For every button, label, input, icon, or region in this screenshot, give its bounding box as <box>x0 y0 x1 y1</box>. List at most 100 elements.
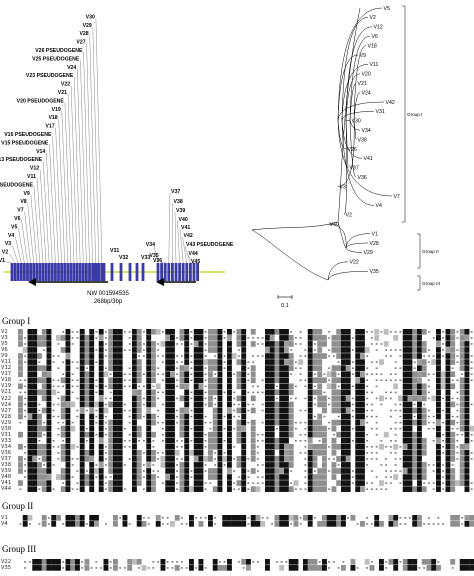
gene-block-v23-pseudogene <box>78 263 82 281</box>
alignment-cell <box>450 474 456 480</box>
alignment-residue <box>437 517 440 519</box>
alignment-residue <box>456 361 459 363</box>
alignment-cell <box>208 474 213 480</box>
alignment-cell <box>440 371 446 377</box>
alignment-residue <box>351 415 354 418</box>
alignment-cell <box>27 395 33 402</box>
alignment-cell <box>165 383 171 390</box>
alignment-cell <box>41 480 47 486</box>
alignment-residue <box>161 373 164 375</box>
alignment-residue <box>275 385 278 388</box>
alignment-cell <box>412 443 418 450</box>
alignment-residue <box>233 409 236 412</box>
alignment-cell <box>269 419 275 426</box>
alignment-residue <box>157 561 160 563</box>
alignment-cell <box>79 521 85 527</box>
alignment-cell <box>345 443 351 450</box>
alignment-cell <box>193 353 199 359</box>
alignment-cell <box>198 480 204 486</box>
alignment-cell <box>345 371 351 377</box>
alignment-residue <box>57 367 60 369</box>
alignment-cell <box>360 450 365 456</box>
alignment-cell <box>98 450 104 456</box>
alignment-cell <box>307 456 313 462</box>
alignment-cell <box>279 371 285 377</box>
alignment-cell <box>151 474 156 480</box>
alignment-cell <box>288 407 294 414</box>
alignment-residue <box>451 427 454 430</box>
alignment-residue <box>375 343 378 345</box>
alignment-residue <box>71 373 74 375</box>
alignment-cell <box>65 383 71 390</box>
alignment-cell <box>113 389 118 396</box>
alignment-cell <box>136 341 142 347</box>
alignment-residue <box>233 403 236 406</box>
alignment-residue <box>76 415 79 418</box>
alignment-cell <box>89 480 95 486</box>
alignment-cell <box>464 383 470 390</box>
alignment-cell <box>193 425 199 432</box>
alignment-cell <box>288 401 294 408</box>
alignment-cell <box>450 431 456 438</box>
alignment-cell <box>27 341 33 347</box>
alignment-cell <box>436 419 441 426</box>
alignment-cell <box>184 456 190 462</box>
alignment-residue <box>275 427 278 430</box>
alignment-cell <box>307 371 313 377</box>
gene-block-v41 <box>181 263 185 281</box>
alignment-cell <box>284 462 289 468</box>
alignment-cell <box>136 480 142 486</box>
alignment-cell <box>402 431 408 438</box>
gene-block-v35 <box>160 263 163 281</box>
alignment-cell <box>89 431 95 438</box>
alignment-cell <box>288 419 294 426</box>
alignment-residue <box>24 379 27 382</box>
alignment-cell <box>27 480 33 486</box>
alignment-cell <box>108 359 114 365</box>
alignment-cell <box>450 515 456 521</box>
alignment-cell <box>98 468 104 474</box>
alignment-cell <box>113 474 118 480</box>
alignment-cell <box>445 335 451 341</box>
alignment-residue <box>52 379 55 382</box>
alignment-residue <box>427 349 430 351</box>
alignment-cell <box>459 425 465 432</box>
alignment-row-label: V37 <box>1 455 12 462</box>
alignment-cell <box>274 341 280 347</box>
alignment-residue <box>470 367 473 369</box>
alignment-residue <box>161 391 164 394</box>
alignment-cell <box>341 353 346 359</box>
alignment-residue <box>261 379 264 382</box>
alignment-cell <box>341 347 346 353</box>
alignment-cell <box>350 559 356 565</box>
alignment-cell <box>402 413 408 420</box>
alignment-cell <box>255 515 261 521</box>
alignment-residue <box>456 403 459 406</box>
alignment-cell <box>459 395 465 402</box>
alignment-cell <box>341 437 346 444</box>
alignment-cell <box>450 341 456 347</box>
alignment-residue <box>57 458 60 460</box>
alignment-residue <box>351 427 354 430</box>
alignment-cell <box>198 413 204 420</box>
alignment-cell <box>269 443 275 450</box>
alignment-residue <box>351 373 354 375</box>
alignment-cell <box>165 474 171 480</box>
alignment-residue <box>142 470 145 472</box>
alignment-residue <box>237 476 240 478</box>
alignment-cell <box>421 383 427 390</box>
gene-leader-v44 <box>187 254 195 264</box>
alignment-residue <box>366 433 369 436</box>
alignment-cell <box>117 437 123 444</box>
alignment-residue <box>432 355 435 357</box>
alignment-residue <box>104 355 107 357</box>
alignment-residue <box>442 355 445 357</box>
alignment-cell <box>170 437 175 444</box>
alignment-cell <box>212 335 218 341</box>
alignment-cell <box>22 521 28 527</box>
alignment-cell <box>127 565 133 571</box>
alignment-residue <box>456 337 459 339</box>
alignment-residue <box>190 373 193 375</box>
alignment-residue <box>204 440 207 442</box>
alignment-cell <box>417 462 422 468</box>
